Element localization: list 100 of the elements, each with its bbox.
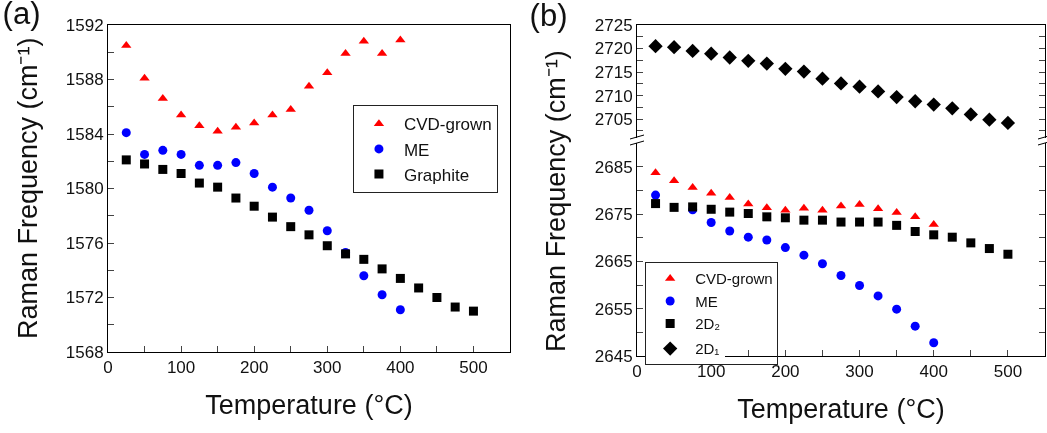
point <box>799 250 809 260</box>
point <box>1003 249 1013 259</box>
y-axis-title: Raman Frequency (cm⁻¹) <box>540 50 571 352</box>
point <box>158 145 168 155</box>
point <box>648 39 663 54</box>
point <box>817 215 827 225</box>
point <box>963 107 978 122</box>
y-tick-label: 2720 <box>594 39 633 59</box>
point <box>651 199 661 209</box>
point <box>873 217 883 227</box>
point <box>743 232 753 242</box>
point <box>725 226 735 236</box>
point <box>121 40 132 48</box>
point <box>666 39 682 55</box>
point <box>796 64 812 79</box>
point <box>706 204 716 214</box>
x-tick-label: 500 <box>993 362 1023 382</box>
point <box>982 112 997 127</box>
point <box>468 306 478 316</box>
point <box>855 217 865 227</box>
point <box>833 76 849 91</box>
point <box>231 158 241 168</box>
point <box>286 193 296 203</box>
point <box>304 205 314 215</box>
legend-label: CVD-grown <box>695 270 773 288</box>
y-tick-label: 2715 <box>594 63 633 83</box>
point <box>395 273 405 283</box>
y-tick-label: 1592 <box>65 15 104 35</box>
point <box>651 190 661 200</box>
point <box>908 94 923 109</box>
point <box>966 238 976 248</box>
x-tick-label: 100 <box>696 362 726 382</box>
point <box>140 159 150 169</box>
point <box>741 53 756 68</box>
y-axis-title: Raman Frequency (cm⁻¹) <box>13 37 44 340</box>
y-tick-label: 2685 <box>594 157 633 177</box>
point <box>929 230 939 240</box>
y-tick-label: 2710 <box>594 86 633 106</box>
point <box>158 164 168 174</box>
point <box>176 149 186 159</box>
y-tick-label: 2665 <box>594 252 633 272</box>
y-tick-label: 2675 <box>594 204 633 224</box>
point <box>910 227 920 237</box>
point <box>929 338 939 348</box>
legend-label: Graphite <box>403 165 470 185</box>
point <box>377 290 387 300</box>
y-tick-label: 2655 <box>594 299 633 319</box>
point <box>285 104 296 112</box>
point <box>685 43 700 59</box>
point <box>176 169 186 179</box>
point <box>249 201 259 211</box>
point <box>743 199 754 207</box>
point <box>984 244 994 254</box>
point <box>873 291 883 301</box>
y-tick-label: 1580 <box>65 179 104 199</box>
legend-label: 2D₁ <box>695 340 720 358</box>
point <box>762 212 772 222</box>
point <box>870 84 886 99</box>
legend-label: CVD-grown <box>403 115 492 135</box>
point <box>926 97 941 112</box>
point <box>815 71 830 86</box>
point <box>724 192 735 200</box>
y-tick-label: 2645 <box>594 346 633 366</box>
point <box>359 271 369 281</box>
point <box>780 213 790 223</box>
point <box>759 56 774 71</box>
point <box>910 321 920 331</box>
x-tick-label: 200 <box>239 358 269 378</box>
point <box>836 217 846 227</box>
y-tick-label: 2725 <box>594 15 633 35</box>
point <box>836 271 846 281</box>
point <box>395 305 405 315</box>
point <box>322 241 332 251</box>
point <box>725 207 735 217</box>
y-tick-label: 1576 <box>65 233 104 253</box>
point <box>947 232 957 242</box>
y-tick-label: 1572 <box>65 288 104 308</box>
point <box>669 202 679 212</box>
x-tick-label: 100 <box>166 358 196 378</box>
point <box>121 155 131 165</box>
x-tick-label: 300 <box>313 358 342 378</box>
point <box>121 128 131 138</box>
point <box>852 79 867 94</box>
point <box>377 264 387 274</box>
point <box>799 215 809 225</box>
point <box>706 218 716 228</box>
legend-label: 2D₂ <box>695 315 721 333</box>
point <box>395 35 406 43</box>
x-tick-label: 400 <box>386 358 415 378</box>
point <box>817 259 827 269</box>
point <box>414 283 424 293</box>
legend-label: ME <box>403 140 430 160</box>
point <box>267 110 278 118</box>
point <box>704 46 719 61</box>
y-tick-label: 1588 <box>65 70 104 90</box>
point <box>687 182 698 190</box>
point <box>722 50 737 65</box>
point <box>892 220 902 230</box>
point <box>212 126 223 134</box>
point <box>304 230 314 240</box>
